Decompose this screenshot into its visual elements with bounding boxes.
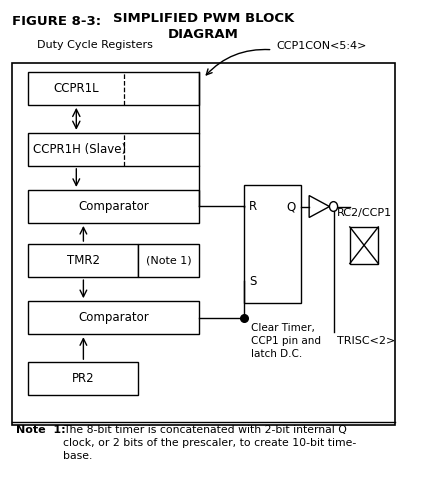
Bar [244,185,301,303]
Text: The 8-bit timer is concatenated with 2-bit internal Q
clock, or 2 bits of the pr: The 8-bit timer is concatenated with 2-b… [63,425,356,461]
Text: CCPR1H (Slave): CCPR1H (Slave) [33,143,126,156]
Text: Duty Cycle Registers: Duty Cycle Registers [37,40,152,50]
Text: Comparator: Comparator [79,200,149,213]
Text: Comparator: Comparator [79,311,149,324]
Text: TRISC<2>: TRISC<2> [337,336,395,346]
Text: CCPR1L: CCPR1L [53,82,99,95]
Text: (Note 1): (Note 1) [146,256,192,265]
Text: CCP1CON<5:4>: CCP1CON<5:4> [277,41,367,51]
Bar [350,227,378,264]
Text: SIMPLIFIED PWM BLOCK
DIAGRAM: SIMPLIFIED PWM BLOCK DIAGRAM [113,12,294,41]
Bar [12,63,395,425]
Text: RC2/CCP1: RC2/CCP1 [336,208,392,218]
Text: Q: Q [287,200,296,213]
Bar [28,244,138,277]
Bar [28,72,199,105]
Text: R: R [249,200,257,213]
Text: S: S [249,275,256,288]
Bar [28,301,199,334]
Text: PR2: PR2 [72,372,95,385]
Bar [28,190,199,223]
Text: TMR2: TMR2 [67,254,100,267]
Bar [28,362,138,395]
Text: Note  1:: Note 1: [16,425,66,434]
Bar [138,244,199,277]
Bar [28,133,199,166]
Text: Clear Timer,
CCP1 pin and
latch D.C.: Clear Timer, CCP1 pin and latch D.C. [251,323,321,359]
Text: FIGURE 8-3:: FIGURE 8-3: [12,15,102,28]
